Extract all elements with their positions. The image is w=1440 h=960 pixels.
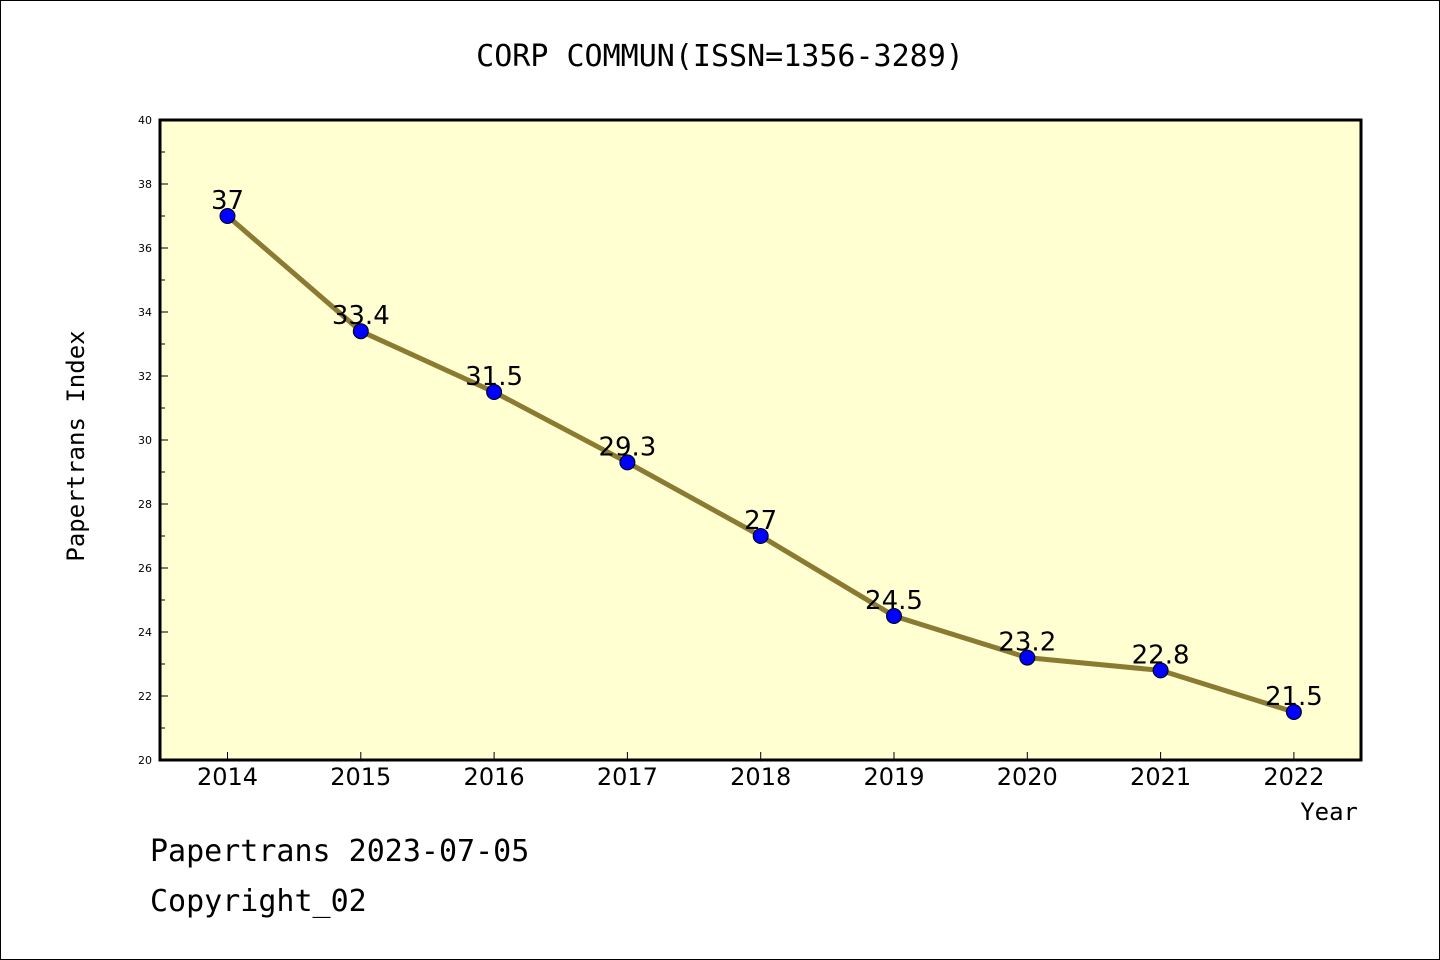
data-label: 29.3 <box>598 432 656 462</box>
x-tick-label: 2015 <box>330 763 391 791</box>
y-axis: 20 22 24 26 28 30 32 34 36 38 40 <box>138 114 168 767</box>
y-tick-label: 32 <box>138 370 152 383</box>
data-point <box>219 208 236 224</box>
data-markers <box>219 208 1302 720</box>
data-point <box>752 528 769 544</box>
chart-title: CORP COMMUN(ISSN=1356-3289) <box>476 39 964 74</box>
data-point <box>886 608 902 624</box>
data-point <box>1285 704 1302 720</box>
plot-area <box>158 118 1363 762</box>
footer-copyright: Copyright_02 <box>150 884 367 919</box>
data-point <box>486 384 503 400</box>
x-tick-label: 2020 <box>997 763 1058 791</box>
data-label: 24.5 <box>865 586 923 616</box>
x-tick-label: 2021 <box>1130 763 1191 791</box>
x-tick-label: 2014 <box>197 763 258 791</box>
data-label: 22.8 <box>1132 640 1190 670</box>
y-tick-label: 26 <box>138 562 152 575</box>
data-label: 31.5 <box>465 362 523 392</box>
y-tick-label: 22 <box>138 690 152 703</box>
data-label: 33.4 <box>332 301 390 331</box>
footer-source: Papertrans 2023-07-05 <box>150 834 530 869</box>
x-tick-label: 2018 <box>730 763 791 791</box>
y-tick-label: 40 <box>138 114 152 127</box>
data-point <box>619 454 636 471</box>
x-tick-label: 2019 <box>863 763 924 791</box>
x-axis: 2014 2015 2016 2017 2018 2019 2020 2021 2022 <box>197 752 1324 791</box>
data-point <box>352 323 369 340</box>
y-tick-label: 36 <box>138 242 152 255</box>
y-tick-label: 24 <box>138 626 152 639</box>
data-labels: 37 33.4 31.5 29.3 27 24.5 23.2 22.8 21.5 <box>211 186 1323 712</box>
data-label: 23.2 <box>998 628 1056 658</box>
data-point <box>1152 662 1169 679</box>
x-tick-label: 2017 <box>597 763 658 791</box>
y-tick-label: 20 <box>138 754 152 767</box>
y-tick-label: 38 <box>138 178 152 191</box>
y-tick-label: 30 <box>138 434 152 447</box>
x-axis-label: Year <box>1300 798 1358 826</box>
x-tick-label: 2022 <box>1263 763 1324 791</box>
data-point <box>1019 649 1036 666</box>
data-label: 27 <box>744 506 777 536</box>
y-tick-label: 28 <box>138 498 152 511</box>
y-tick-label: 34 <box>138 306 152 319</box>
y-axis-label: Papertrans Index <box>62 330 90 561</box>
data-label: 21.5 <box>1265 682 1323 712</box>
data-label: 37 <box>211 186 244 216</box>
x-tick-label: 2016 <box>464 763 525 791</box>
